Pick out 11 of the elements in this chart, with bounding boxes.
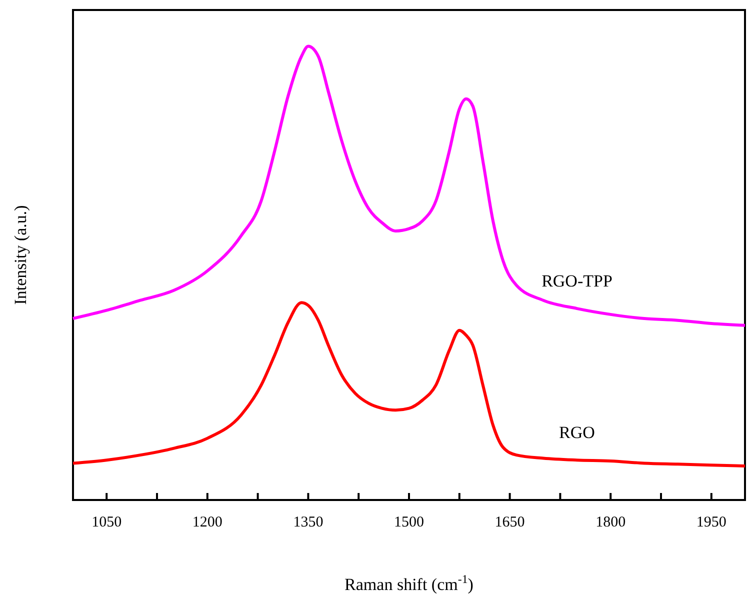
x-tick-label: 1650 [494,514,525,531]
series-label: RGO-TPP [542,272,612,291]
x-tick-label: 1050 [92,514,122,531]
x-tick-label: 1500 [394,514,424,531]
x-axis-title: Raman shift (cm$^{-1}$) [344,572,474,594]
x-tick-label: 1950 [696,514,726,531]
x-tick-label: 1200 [192,514,222,531]
y-axis-title: Intensity (a.u.) [11,205,30,305]
x-tick-label: 1350 [293,514,324,531]
series-label: RGO [559,423,595,442]
x-tick-label: 1800 [596,514,626,531]
